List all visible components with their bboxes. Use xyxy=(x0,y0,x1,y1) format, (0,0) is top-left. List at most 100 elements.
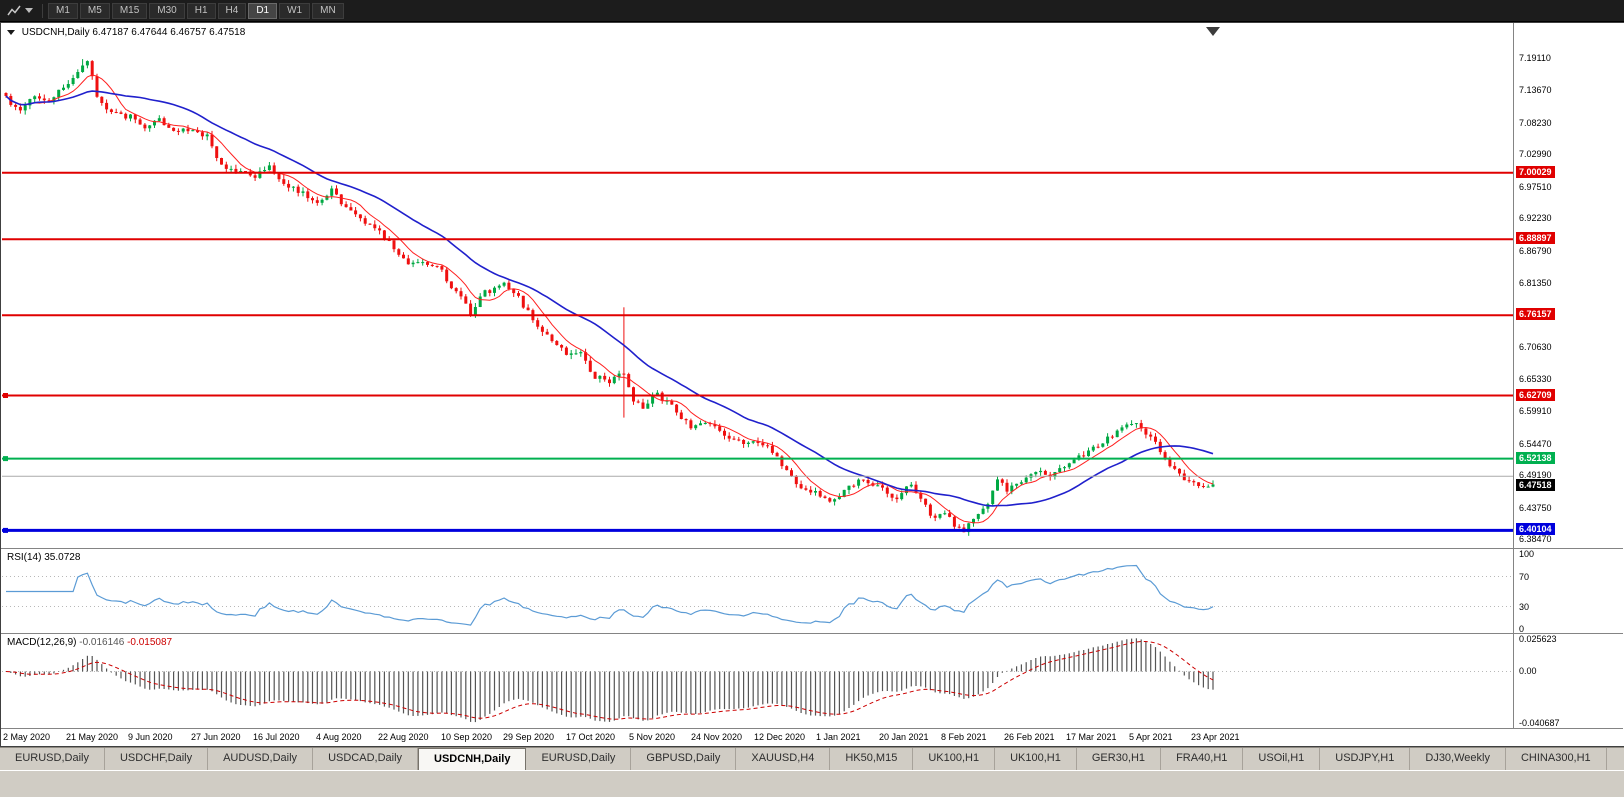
price-axis-label: 6.54470 xyxy=(1519,439,1552,449)
price-axis-label: 7.13670 xyxy=(1519,85,1552,95)
chart-symbol-label: USDCNH,Daily xyxy=(21,27,90,38)
macd-signal-value: -0.015087 xyxy=(127,637,173,648)
chart-ohlc-values: 6.47187 6.47644 6.46757 6.47518 xyxy=(92,27,246,38)
toolbar-separator xyxy=(42,3,43,18)
chart-tab-eurusd-daily[interactable]: EURUSD,Daily xyxy=(0,748,105,770)
timeframe-button-h1[interactable]: H1 xyxy=(186,2,216,19)
chart-title: USDCNH,Daily 6.47187 6.47644 6.46757 6.4… xyxy=(7,27,245,38)
timeframe-button-m15[interactable]: M15 xyxy=(111,2,148,19)
date-label: 4 Aug 2020 xyxy=(316,732,362,742)
date-label: 10 Sep 2020 xyxy=(441,732,493,742)
price-axis-label: 6.92230 xyxy=(1519,213,1552,223)
dropdown-caret-icon[interactable] xyxy=(25,8,33,13)
price-axis-label: 6.38470 xyxy=(1519,534,1552,544)
chart-tab-usoil-h1[interactable]: USOil,H1 xyxy=(1243,748,1321,770)
timeframe-button-h4[interactable]: H4 xyxy=(217,2,247,19)
chart-tab-hk50-m15[interactable]: HK50,M15 xyxy=(830,748,914,770)
timeframe-button-w1[interactable]: W1 xyxy=(279,2,311,19)
date-label: 9 Jun 2020 xyxy=(128,732,173,742)
rsi-axis-label: 30 xyxy=(1519,602,1530,612)
price-level-tag: 6.88897 xyxy=(1516,232,1555,244)
macd-pane-splitter[interactable] xyxy=(1,633,1623,634)
chart-tab-xauusd-h4[interactable]: XAUUSD,H4 xyxy=(736,748,831,770)
price-axis-label: 7.08230 xyxy=(1519,118,1552,128)
date-label: 8 Feb 2021 xyxy=(941,732,987,742)
price-axis-label: 6.49190 xyxy=(1519,470,1552,480)
timeframe-button-mn[interactable]: MN xyxy=(312,2,344,19)
price-axis-label: 6.43750 xyxy=(1519,503,1552,513)
chart-tab-audusd-daily[interactable]: AUDUSD,Daily xyxy=(208,748,314,770)
chart-tool-icon[interactable] xyxy=(4,2,24,20)
price-axis-label: 6.81350 xyxy=(1519,278,1552,288)
rsi-name: RSI(14) xyxy=(7,552,42,563)
date-label: 22 Aug 2020 xyxy=(378,732,429,742)
timeframe-buttons: M1 M5 M15 M30 H1 H4 D1 W1 MN xyxy=(48,2,344,19)
rsi-axis-label: 100 xyxy=(1519,549,1535,559)
chart-tab-eurusd-daily[interactable]: EURUSD,Daily xyxy=(526,748,632,770)
macd-label: MACD(12,26,9) -0.016146 -0.015087 xyxy=(7,637,172,648)
chart-tab-fra40-h1[interactable]: FRA40,H1 xyxy=(1161,748,1244,770)
date-label: 12 Dec 2020 xyxy=(754,732,806,742)
rsi-axis-label: 70 xyxy=(1519,572,1530,582)
chart-tab-uk100-h1[interactable]: UK100,H1 xyxy=(913,748,996,770)
price-level-tag: 6.40104 xyxy=(1516,523,1555,535)
price-level-tag: 6.52138 xyxy=(1516,452,1555,464)
macd-indicator-plot[interactable] xyxy=(2,634,1514,728)
chart-tab-dj30-weekly[interactable]: DJ30,Weekly xyxy=(1410,748,1506,770)
status-bar xyxy=(0,770,1624,797)
chart-tab-usdchf-daily[interactable]: USDCHF,Daily xyxy=(104,748,209,770)
chart-tab-usdjpy-h1[interactable]: USDJPY,H1 xyxy=(1320,748,1411,770)
rsi-label: RSI(14) 35.0728 xyxy=(7,552,80,563)
date-label: 17 Mar 2021 xyxy=(1066,732,1117,742)
macd-name: MACD(12,26,9) xyxy=(7,637,77,648)
price-axis[interactable]: 7.19110 7.13670 7.08230 7.02990 6.97510 6.922… xyxy=(1514,23,1624,746)
date-label: 23 Apr 2021 xyxy=(1191,732,1240,742)
timeframe-toolbar: M1 M5 M15 M30 H1 H4 D1 W1 MN xyxy=(0,0,1624,22)
price-axis-label: 6.70630 xyxy=(1519,342,1552,352)
chart-window: USDCNH,Daily 6.47187 6.47644 6.46757 6.4… xyxy=(0,22,1624,747)
price-axis-label: 6.65330 xyxy=(1519,374,1552,384)
chart-tab-usdcad-daily[interactable]: USDCAD,Daily xyxy=(313,748,419,770)
date-label: 5 Nov 2020 xyxy=(629,732,676,742)
rsi-pane-splitter[interactable] xyxy=(1,548,1623,549)
date-label: 16 Jul 2020 xyxy=(253,732,300,742)
price-axis-border xyxy=(1513,23,1514,728)
price-axis-label: 6.97510 xyxy=(1519,182,1552,192)
time-axis[interactable]: 2 May 2020 21 May 2020 9 Jun 2020 27 Jun 20… xyxy=(1,728,1623,746)
price-level-tag: 6.47518 xyxy=(1516,479,1555,491)
chart-tab-bar: EURUSD,Daily USDCHF,Daily AUDUSD,Daily USDC… xyxy=(0,747,1624,770)
main-chart-plot[interactable] xyxy=(2,24,1514,548)
date-label: 2 May 2020 xyxy=(3,732,51,742)
date-label: 21 May 2020 xyxy=(66,732,119,742)
timeframe-button-m30[interactable]: M30 xyxy=(149,2,185,19)
timeframe-button-m1[interactable]: M1 xyxy=(48,2,78,19)
date-label: 1 Jan 2021 xyxy=(816,732,861,742)
price-level-tag: 6.62709 xyxy=(1516,389,1555,401)
chart-tab-ger30-h1[interactable]: GER30,H1 xyxy=(1076,748,1162,770)
chart-tab-usdcnh-daily[interactable]: USDCNH,Daily xyxy=(418,748,527,770)
price-axis-label: 6.59910 xyxy=(1519,406,1552,416)
rsi-value: 35.0728 xyxy=(44,552,81,563)
macd-axis-label: -0.040687 xyxy=(1519,718,1560,728)
date-label: 20 Jan 2021 xyxy=(879,732,929,742)
macd-main-value: -0.016146 xyxy=(79,637,125,648)
chart-tab-uk100-h1[interactable]: UK100,H1 xyxy=(995,748,1077,770)
macd-axis-label: 0.00 xyxy=(1519,666,1537,676)
date-label: 26 Feb 2021 xyxy=(1004,732,1055,742)
chart-dropdown-icon[interactable] xyxy=(7,30,15,35)
date-label: 5 Apr 2021 xyxy=(1129,732,1173,742)
price-axis-label: 7.02990 xyxy=(1519,149,1552,159)
price-level-tag: 6.76157 xyxy=(1516,308,1555,320)
timeframe-button-m5[interactable]: M5 xyxy=(79,2,110,19)
date-label: 24 Nov 2020 xyxy=(691,732,743,742)
rsi-indicator-plot[interactable] xyxy=(2,549,1514,633)
timeframe-button-d1[interactable]: D1 xyxy=(248,2,278,19)
macd-axis-label: 0.025623 xyxy=(1519,634,1557,644)
rsi-axis-label: 0 xyxy=(1519,624,1525,634)
chart-tab-china300-h1[interactable]: CHINA300,H1 xyxy=(1505,748,1607,770)
date-label: 27 Jun 2020 xyxy=(191,732,241,742)
price-axis-label: 7.19110 xyxy=(1519,53,1551,63)
price-axis-label: 6.86790 xyxy=(1519,246,1552,256)
chart-tab-gbpusd-daily[interactable]: GBPUSD,Daily xyxy=(631,748,737,770)
